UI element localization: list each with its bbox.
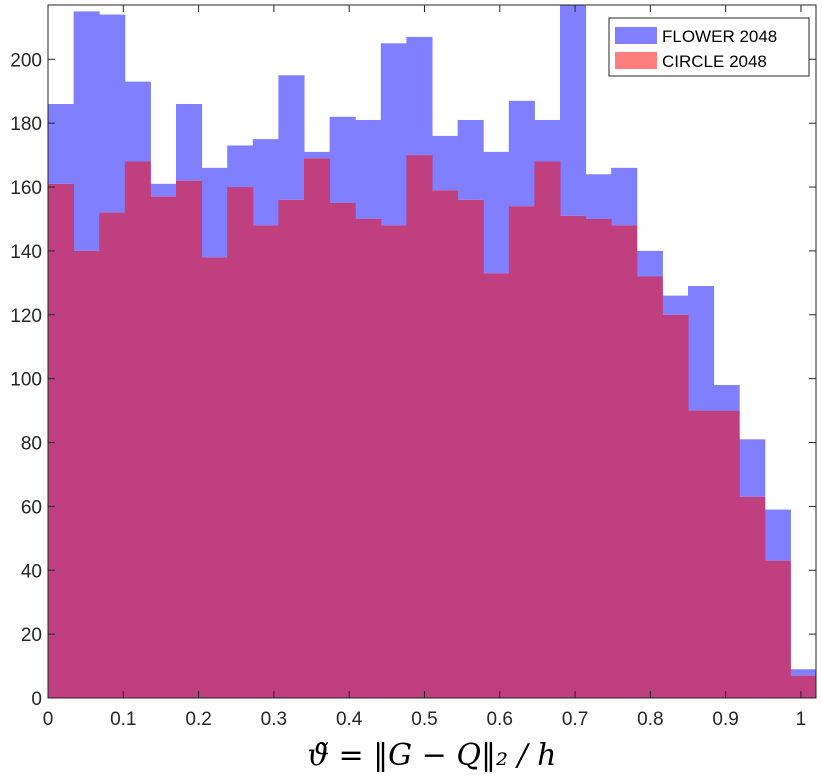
flower-bar <box>560 5 587 216</box>
flower-bar <box>48 104 75 184</box>
flower-bar <box>585 174 612 219</box>
flower-bar <box>508 100 535 207</box>
flower-bar <box>150 183 177 197</box>
flower-bar <box>252 139 279 226</box>
flower-bar <box>329 116 356 203</box>
overlap-bar <box>355 218 382 698</box>
legend-label-circle: CIRCLE 2048 <box>662 52 767 71</box>
overlap-bar <box>560 215 587 698</box>
y-tick-label: 100 <box>10 370 42 391</box>
flower-bar <box>636 250 663 277</box>
flower-bar <box>688 286 715 411</box>
overlap-bar <box>380 225 407 698</box>
legend-swatch-circle <box>615 52 657 69</box>
overlap-bar <box>713 410 740 698</box>
flower-bar <box>662 295 689 315</box>
overlap-bar <box>227 187 254 698</box>
overlap-bar <box>457 199 484 698</box>
y-tick-label: 40 <box>21 561 42 582</box>
overlap-bar <box>739 496 766 698</box>
overlap-bar <box>636 276 663 698</box>
flower-bars <box>48 5 817 676</box>
x-tick-label: 0.4 <box>336 709 363 730</box>
overlap-bar <box>534 161 561 698</box>
flower-bar <box>201 167 228 258</box>
overlap-bar <box>73 250 100 698</box>
flower-bar <box>457 119 484 200</box>
legend-swatch-flower <box>615 27 657 44</box>
y-tick-label: 160 <box>10 178 42 199</box>
y-tick-label: 80 <box>21 434 42 455</box>
flower-bar <box>790 669 817 676</box>
flower-bar <box>534 119 561 162</box>
y-tick-label: 60 <box>21 497 42 518</box>
y-tick-label: 140 <box>10 242 42 263</box>
x-tick-label: 0.2 <box>185 709 211 730</box>
overlap-bar <box>662 314 689 698</box>
flower-bar <box>432 135 459 191</box>
axes-box <box>47 4 817 699</box>
y-tick-label: 20 <box>21 625 42 646</box>
x-tick-label: 0.9 <box>712 709 738 730</box>
overlap-bar <box>329 203 356 698</box>
flower-bar <box>278 75 305 200</box>
flower-bar <box>73 11 100 251</box>
flower-bar <box>380 43 407 226</box>
x-tick-label: 0.7 <box>562 709 588 730</box>
legend-label-flower: FLOWER 2048 <box>662 27 777 46</box>
flower-bar <box>406 36 433 156</box>
overlap-bar <box>508 206 535 698</box>
x-tick-label: 0.6 <box>487 709 513 730</box>
overlap-bar <box>432 190 459 698</box>
x-tick-label: 0.8 <box>637 709 663 730</box>
y-tick-label: 0 <box>31 689 42 710</box>
flower-bar <box>739 439 766 497</box>
x-tick-label: 0.1 <box>110 709 136 730</box>
overlap-bar <box>611 225 638 698</box>
y-tick-label: 200 <box>10 50 42 71</box>
overlap-bar <box>790 675 817 698</box>
overlap-bar <box>201 257 228 698</box>
overlap-bar <box>124 161 151 698</box>
overlap-bars <box>48 155 817 699</box>
overlap-bar <box>304 158 331 698</box>
overlap-bar <box>585 218 612 698</box>
flower-bar <box>227 145 254 188</box>
overlap-bar <box>252 225 279 698</box>
overlap-bar <box>176 180 203 699</box>
overlap-bar <box>278 199 305 698</box>
y-tick-label: 120 <box>10 306 42 327</box>
flower-bar <box>764 509 791 561</box>
flower-bar <box>355 119 382 219</box>
overlap-bar <box>764 560 791 698</box>
flower-bar <box>99 14 126 213</box>
x-tick-label: 0 <box>43 709 54 730</box>
overlap-bar <box>483 273 510 698</box>
flower-bar <box>304 151 331 159</box>
flower-bar <box>713 385 740 411</box>
overlap-bar <box>150 196 177 698</box>
x-axis-ticks: 0 0.1 0.2 0.3 0.4 0.5 0.6 0.7 0.8 0.9 1 <box>43 5 807 730</box>
x-axis-label: ϑ̃ = ‖G − Q‖₂ / h <box>308 738 557 773</box>
flower-bar <box>483 151 510 274</box>
overlap-bar <box>688 410 715 698</box>
legend: FLOWER 2048 CIRCLE 2048 <box>608 17 810 77</box>
flower-bar <box>611 167 638 226</box>
flower-bar <box>176 104 203 181</box>
overlap-bar <box>48 183 75 698</box>
x-tick-label: 0.5 <box>411 709 437 730</box>
flower-bar <box>124 81 151 162</box>
overlap-bar <box>99 212 126 699</box>
x-tick-label: 1 <box>796 709 807 730</box>
plot-frame <box>47 4 817 699</box>
x-tick-label: 0.3 <box>261 709 287 730</box>
y-tick-label: 180 <box>10 114 42 135</box>
y-axis-ticks: 0 20 40 60 80 100 120 140 160 180 200 <box>10 50 816 710</box>
overlap-bar <box>406 155 433 698</box>
